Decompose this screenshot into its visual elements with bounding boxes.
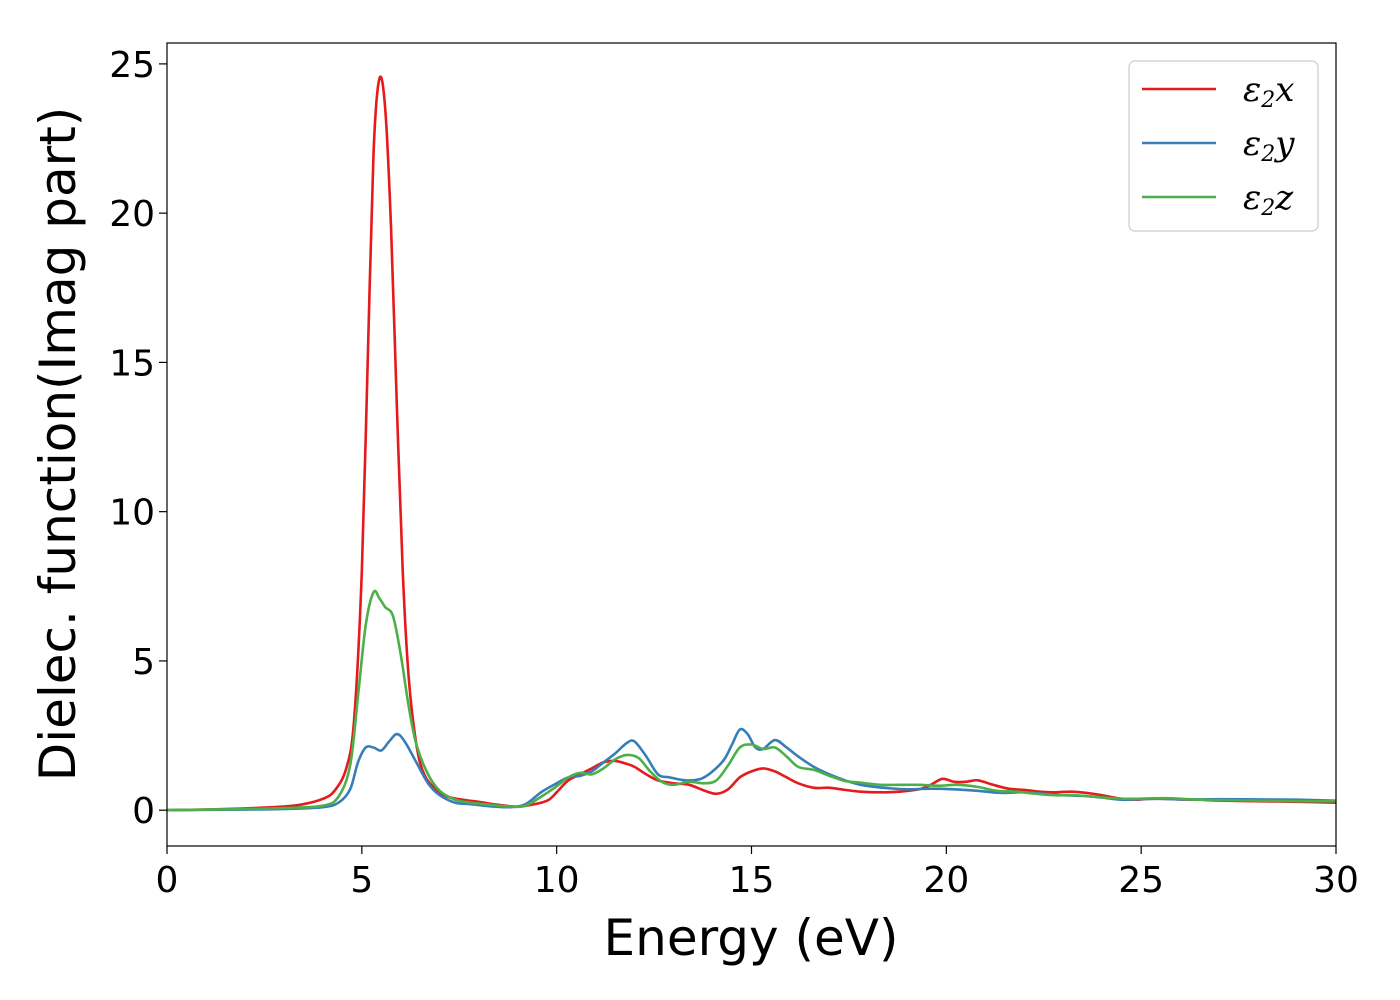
x-tick-label: 10: [534, 860, 580, 901]
x-tick-label: 5: [350, 860, 373, 901]
x-tick-label: 0: [156, 860, 179, 901]
y-tick-label: 5: [132, 642, 155, 683]
legend: ε2x ε2y ε2z: [1128, 60, 1319, 232]
y-axis-label: Dielec. function(Imag part): [29, 107, 87, 782]
x-tick-label: 15: [729, 860, 775, 901]
x-axis-label: Energy (eV): [604, 909, 899, 967]
y-tick-label: 15: [109, 343, 155, 384]
y-axis-ticks: 0 5 10 15 20 25: [109, 45, 167, 832]
legend-entries: ε2x ε2y ε2z: [1142, 70, 1295, 221]
series-layer: [166, 75, 1337, 812]
y-tick-label: 10: [109, 493, 155, 534]
y-tick-label: 0: [132, 791, 155, 832]
x-tick-label: 20: [923, 860, 969, 901]
legend-label-y: ε2y: [1243, 124, 1295, 167]
legend-box: [1128, 60, 1319, 232]
x-tick-label: 30: [1313, 860, 1359, 901]
series-line-z: [166, 589, 1337, 812]
x-axis-ticks: 0 5 10 15 20 25 30: [156, 846, 1359, 901]
legend-label-x: ε2x: [1243, 70, 1294, 113]
legend-label-z: ε2z: [1243, 178, 1294, 221]
x-tick-label: 25: [1118, 860, 1164, 901]
y-tick-label: 20: [109, 194, 155, 235]
y-tick-label: 25: [109, 45, 155, 86]
